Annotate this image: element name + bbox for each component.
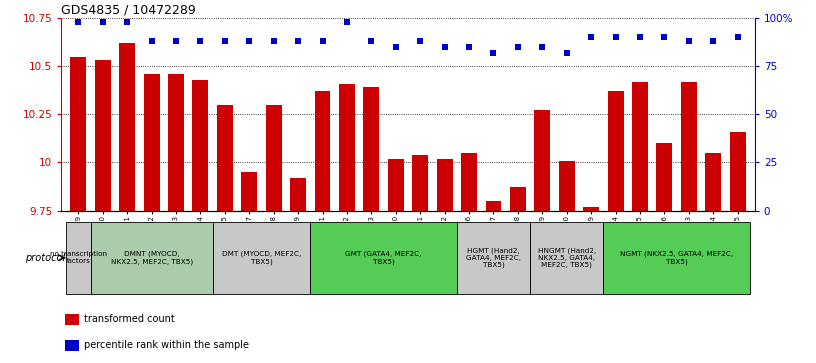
Bar: [461, 153, 477, 211]
Text: HNGMT (Hand2,
NKX2.5, GATA4,
MEF2C, TBX5): HNGMT (Hand2, NKX2.5, GATA4, MEF2C, TBX5…: [538, 247, 596, 268]
Bar: [705, 153, 721, 211]
Bar: [608, 91, 623, 211]
Bar: [534, 110, 550, 211]
Bar: [530, 222, 603, 294]
Bar: [217, 105, 233, 211]
Text: percentile rank within the sample: percentile rank within the sample: [84, 340, 249, 350]
Bar: [193, 80, 208, 211]
Bar: [681, 82, 697, 211]
Bar: [310, 222, 457, 294]
Bar: [388, 159, 404, 211]
Bar: [412, 155, 428, 211]
Bar: [603, 222, 750, 294]
Bar: [95, 61, 111, 211]
Text: transformed count: transformed count: [84, 314, 175, 324]
Bar: [363, 87, 379, 211]
Bar: [66, 222, 91, 294]
Bar: [437, 159, 453, 211]
Text: protocol: protocol: [24, 253, 64, 263]
Bar: [583, 207, 599, 211]
Bar: [730, 132, 746, 211]
Text: DMT (MYOCD, MEF2C,
TBX5): DMT (MYOCD, MEF2C, TBX5): [222, 251, 301, 265]
Bar: [213, 222, 310, 294]
Bar: [144, 74, 159, 211]
Bar: [457, 222, 530, 294]
Bar: [64, 340, 78, 351]
Bar: [119, 43, 135, 211]
Bar: [290, 178, 306, 211]
Bar: [168, 74, 184, 211]
Text: GMT (GATA4, MEF2C,
TBX5): GMT (GATA4, MEF2C, TBX5): [345, 251, 422, 265]
Text: no transcription
factors: no transcription factors: [50, 251, 107, 264]
Text: NGMT (NKX2.5, GATA4, MEF2C,
TBX5): NGMT (NKX2.5, GATA4, MEF2C, TBX5): [620, 251, 734, 265]
Bar: [632, 82, 648, 211]
Text: GDS4835 / 10472289: GDS4835 / 10472289: [61, 4, 196, 17]
Bar: [64, 314, 78, 325]
Bar: [242, 172, 257, 211]
Bar: [486, 201, 501, 211]
Text: DMNT (MYOCD,
NKX2.5, MEF2C, TBX5): DMNT (MYOCD, NKX2.5, MEF2C, TBX5): [110, 251, 193, 265]
Bar: [315, 91, 330, 211]
Bar: [510, 187, 526, 211]
Bar: [339, 83, 355, 211]
Text: HGMT (Hand2,
GATA4, MEF2C,
TBX5): HGMT (Hand2, GATA4, MEF2C, TBX5): [466, 247, 521, 268]
Bar: [266, 105, 282, 211]
Bar: [657, 143, 672, 211]
Bar: [70, 57, 86, 211]
Bar: [559, 160, 574, 211]
Bar: [91, 222, 213, 294]
